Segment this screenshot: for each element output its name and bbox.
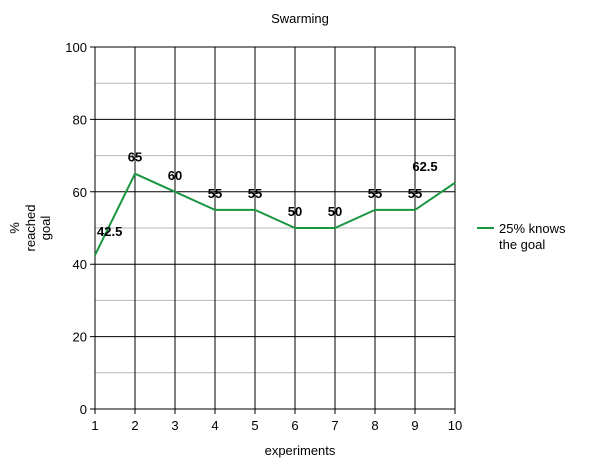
data-label: 60 <box>168 168 182 183</box>
x-tick-label: 3 <box>171 418 178 433</box>
x-axis-label: experiments <box>265 443 336 458</box>
data-label: 55 <box>368 186 382 201</box>
x-tick-label: 2 <box>131 418 138 433</box>
data-label: 50 <box>328 204 342 219</box>
y-tick-label: 60 <box>73 185 87 200</box>
x-tick-label: 10 <box>448 418 462 433</box>
data-label: 55 <box>248 186 262 201</box>
x-tick-label: 7 <box>331 418 338 433</box>
x-tick-label: 8 <box>371 418 378 433</box>
x-tick-label: 5 <box>251 418 258 433</box>
chart-title: Swarming <box>271 11 329 26</box>
axes <box>94 47 455 410</box>
y-tick-label: 40 <box>73 257 87 272</box>
legend-label-line: 25% knows <box>499 221 566 236</box>
y-axis-label-line: % <box>7 222 22 234</box>
y-axis-ticks: 0 20 40 60 80 100 <box>65 40 87 417</box>
data-label: 65 <box>128 150 142 165</box>
x-tick-label: 9 <box>411 418 418 433</box>
x-tick-label: 4 <box>211 418 218 433</box>
y-axis-label-line: reached <box>23 205 38 252</box>
data-label: 42.5 <box>97 224 122 239</box>
series-line <box>94 172 456 256</box>
y-axis-label-line: goal <box>38 216 53 241</box>
x-tick-label: 6 <box>291 418 298 433</box>
legend: 25% knows the goal <box>477 221 566 252</box>
data-label: 55 <box>208 186 222 201</box>
y-axis-label: % reached goal <box>7 205 53 252</box>
data-label: 62.5 <box>412 159 437 174</box>
x-tick-label: 1 <box>91 418 98 433</box>
series-group: 42.5 65 60 55 55 50 50 55 55 62.5 <box>94 150 456 256</box>
y-tick-label: 20 <box>73 330 87 345</box>
y-tick-label: 80 <box>73 112 87 127</box>
legend-label-line: the goal <box>499 237 545 252</box>
x-axis-ticks: 1 2 3 4 5 6 7 8 9 10 <box>91 418 462 433</box>
data-label: 50 <box>288 204 302 219</box>
y-tick-label: 100 <box>65 40 87 55</box>
y-tick-label: 0 <box>80 402 87 417</box>
grid <box>90 46 456 414</box>
data-label: 55 <box>408 186 422 201</box>
